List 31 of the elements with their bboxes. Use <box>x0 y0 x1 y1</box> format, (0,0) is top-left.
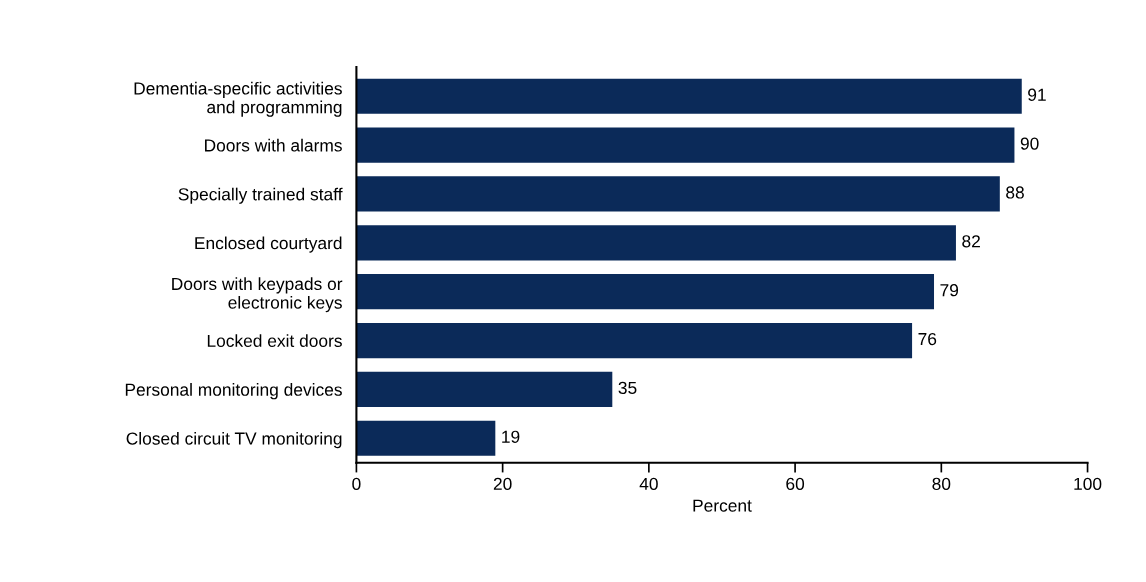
x-tick-label: 80 <box>932 477 951 491</box>
y-tick-label: Dementia-specific activities and programming <box>134 81 342 117</box>
bar <box>356 127 1015 163</box>
data-label: 19 <box>502 430 520 443</box>
x-axis-title: Percent <box>693 499 752 512</box>
y-tick-label: Doors with keypads or electronic keys <box>172 277 343 313</box>
x-tick-label: 40 <box>639 477 658 491</box>
bar <box>356 274 935 310</box>
x-tick-label: 20 <box>493 477 512 491</box>
x-tick-label: 60 <box>786 477 805 491</box>
bar <box>356 322 913 359</box>
y-tick-label: Specially trained staff <box>178 187 343 204</box>
data-label: 90 <box>1020 137 1039 150</box>
data-label: 82 <box>962 235 980 248</box>
y-tick-label: Doors with alarms <box>205 138 342 152</box>
data-label: 91 <box>1028 88 1046 101</box>
x-tick-label: 100 <box>1074 477 1102 491</box>
x-tick-label: 0 <box>352 477 361 491</box>
y-tick-label: Locked exit doors <box>207 334 342 347</box>
y-tick-label: Enclosed courtyard <box>195 236 342 253</box>
bar <box>356 176 1000 212</box>
data-label: 35 <box>618 381 637 395</box>
data-label: 79 <box>940 284 959 297</box>
data-label: 76 <box>918 332 937 346</box>
bar <box>356 371 613 407</box>
bar <box>356 78 1022 114</box>
bar <box>356 420 496 456</box>
y-tick-label: Closed circuit TV monitoring <box>126 431 342 449</box>
bar <box>356 225 956 261</box>
y-tick-label: Personal monitoring devices <box>125 383 342 400</box>
data-label: 88 <box>1006 186 1024 199</box>
